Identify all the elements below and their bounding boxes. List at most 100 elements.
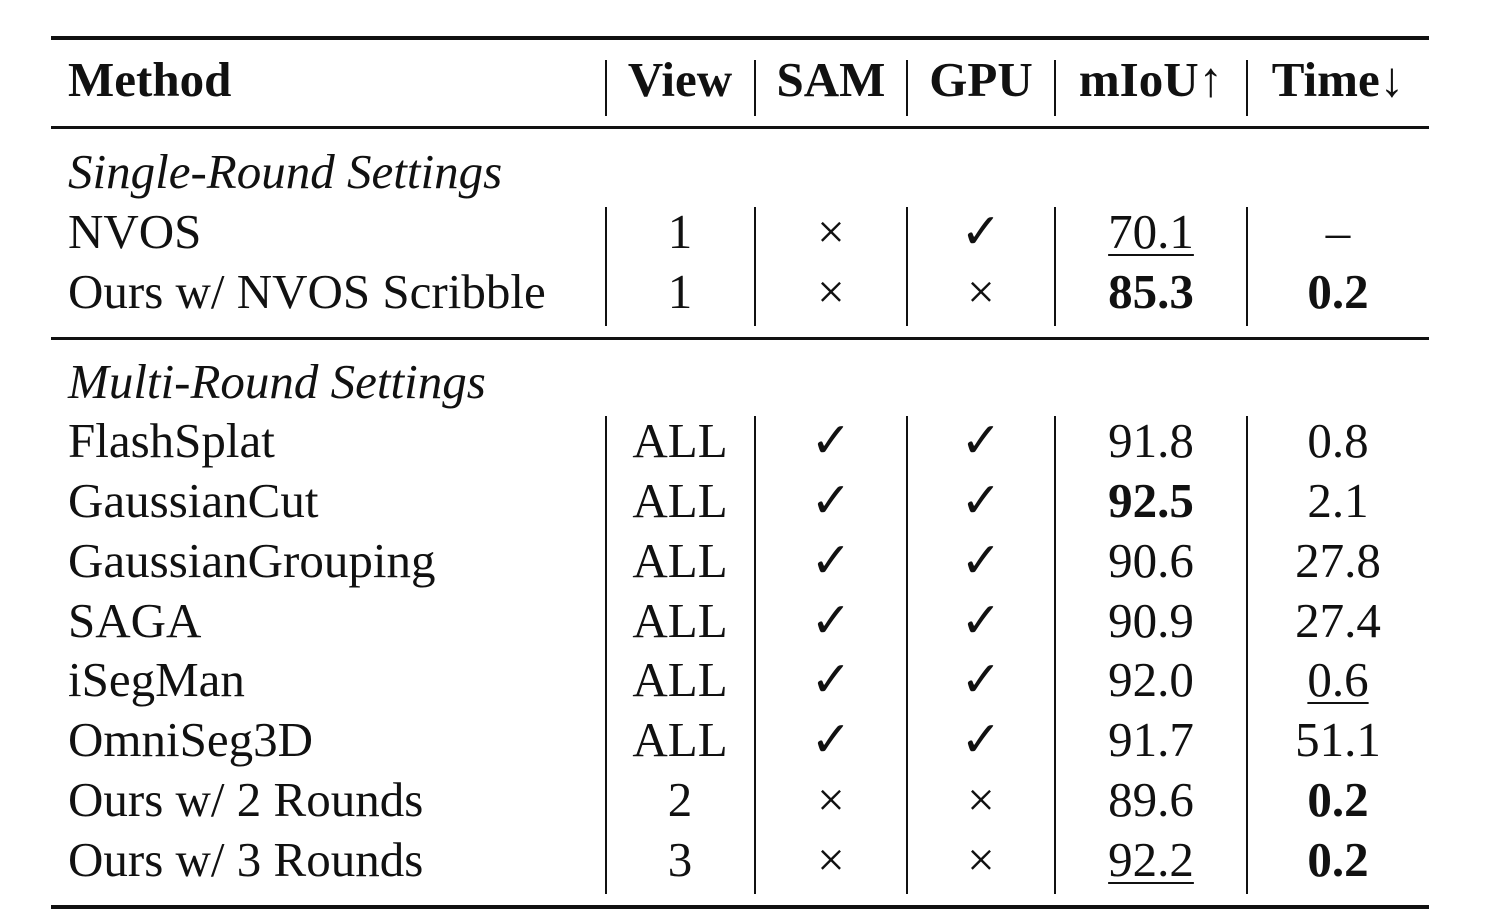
- miou-value: 91.8: [1108, 413, 1194, 468]
- view-value: ALL: [632, 533, 728, 588]
- miou-value: 85.3: [1108, 264, 1194, 319]
- section-divider-rule: [51, 337, 1429, 340]
- method-name: FlashSplat: [68, 413, 275, 468]
- single-round-separator-view: [605, 207, 607, 326]
- multi-round-separator-view: [605, 416, 607, 894]
- single-round-separator-sam: [754, 207, 756, 326]
- gpu-mark: ✓: [960, 593, 1002, 648]
- sam-mark: ✓: [810, 593, 852, 648]
- header-separator-miou: [1054, 60, 1056, 116]
- table-row: GaussianCut ALL ✓ ✓ 92.5 2.1: [0, 471, 1500, 531]
- method-name: Ours w/ NVOS Scribble: [68, 264, 546, 319]
- table-row: Ours w/ 3 Rounds 3 × × 92.2 0.2: [0, 830, 1500, 890]
- multi-round-separator-gpu: [906, 416, 908, 894]
- miou-value: 92.2: [1108, 832, 1194, 887]
- gpu-mark: ✓: [960, 473, 1002, 528]
- header-separator-time: [1246, 60, 1248, 116]
- method-name: NVOS: [68, 204, 202, 259]
- header-miou: mIoU↑: [1078, 52, 1224, 107]
- view-value: ALL: [632, 473, 728, 528]
- view-value: 1: [667, 204, 693, 259]
- time-value: –: [1325, 204, 1351, 259]
- header-time: Time↓: [1271, 52, 1405, 107]
- table-row: iSegMan ALL ✓ ✓ 92.0 0.6: [0, 650, 1500, 710]
- view-value: ALL: [632, 413, 728, 468]
- header-method: Method: [68, 52, 232, 107]
- method-name: Ours w/ 3 Rounds: [68, 832, 424, 887]
- method-name: GaussianCut: [68, 473, 319, 528]
- time-value: 0.8: [1307, 413, 1369, 468]
- miou-value: 89.6: [1108, 772, 1194, 827]
- table-bottom-rule: [51, 905, 1429, 909]
- time-value: 0.2: [1307, 832, 1369, 887]
- time-value: 2.1: [1307, 473, 1369, 528]
- table-row: FlashSplat ALL ✓ ✓ 91.8 0.8: [0, 411, 1500, 471]
- time-value: 51.1: [1295, 712, 1381, 767]
- view-value: ALL: [632, 712, 728, 767]
- sam-mark: ✓: [810, 413, 852, 468]
- gpu-mark: ✓: [960, 413, 1002, 468]
- time-value: 27.4: [1295, 593, 1381, 648]
- sam-mark: ✓: [810, 533, 852, 588]
- header-separator-sam: [754, 60, 756, 116]
- view-value: 1: [667, 264, 693, 319]
- view-value: 2: [667, 772, 693, 827]
- time-value: 0.2: [1307, 772, 1369, 827]
- miou-value: 70.1: [1108, 204, 1194, 259]
- gpu-mark: ✓: [960, 652, 1002, 707]
- table-row: NVOS 1 × ✓ 70.1 –: [0, 202, 1500, 262]
- table-top-rule: [51, 36, 1429, 40]
- table-row: GaussianGrouping ALL ✓ ✓ 90.6 27.8: [0, 531, 1500, 591]
- time-value: 0.6: [1307, 652, 1369, 707]
- miou-value: 92.0: [1108, 652, 1194, 707]
- sam-mark: ✓: [810, 712, 852, 767]
- sam-mark: ×: [817, 832, 845, 887]
- multi-round-separator-time: [1246, 416, 1248, 894]
- section-title: Single-Round Settings: [68, 144, 503, 199]
- sam-mark: ×: [817, 204, 845, 259]
- header-bottom-rule: [51, 126, 1429, 129]
- method-name: SAGA: [68, 593, 202, 648]
- table-row: SAGA ALL ✓ ✓ 90.9 27.4: [0, 591, 1500, 651]
- header-separator-view: [605, 60, 607, 116]
- method-name: OmniSeg3D: [68, 712, 313, 767]
- gpu-mark: ×: [967, 264, 995, 319]
- view-value: ALL: [632, 593, 728, 648]
- table-row: OmniSeg3D ALL ✓ ✓ 91.7 51.1: [0, 710, 1500, 770]
- view-value: 3: [667, 832, 693, 887]
- multi-round-separator-miou: [1054, 416, 1056, 894]
- header-separator-gpu: [906, 60, 908, 116]
- time-value: 27.8: [1295, 533, 1381, 588]
- method-name: Ours w/ 2 Rounds: [68, 772, 424, 827]
- gpu-mark: ✓: [960, 204, 1002, 259]
- miou-value: 90.9: [1108, 593, 1194, 648]
- table-row: Ours w/ 2 Rounds 2 × × 89.6 0.2: [0, 770, 1500, 830]
- header-view: View: [627, 52, 733, 107]
- section-title-row: Multi-Round Settings: [0, 352, 1500, 412]
- table-header-row: Method View SAM GPU mIoU↑ Time↓: [0, 50, 1500, 110]
- header-gpu: GPU: [929, 52, 1033, 107]
- table-row: Ours w/ NVOS Scribble 1 × × 85.3 0.2: [0, 262, 1500, 322]
- gpu-mark: ×: [967, 832, 995, 887]
- gpu-mark: ✓: [960, 533, 1002, 588]
- sam-mark: ✓: [810, 473, 852, 528]
- header-sam: SAM: [776, 52, 886, 107]
- single-round-separator-miou: [1054, 207, 1056, 326]
- method-name: GaussianGrouping: [68, 533, 436, 588]
- single-round-separator-gpu: [906, 207, 908, 326]
- method-name: iSegMan: [68, 652, 245, 707]
- section-title: Multi-Round Settings: [68, 354, 486, 409]
- sam-mark: ×: [817, 772, 845, 827]
- view-value: ALL: [632, 652, 728, 707]
- multi-round-separator-sam: [754, 416, 756, 894]
- single-round-separator-time: [1246, 207, 1248, 326]
- gpu-mark: ×: [967, 772, 995, 827]
- sam-mark: ✓: [810, 652, 852, 707]
- section-title-row: Single-Round Settings: [0, 142, 1500, 202]
- gpu-mark: ✓: [960, 712, 1002, 767]
- miou-value: 92.5: [1108, 473, 1194, 528]
- miou-value: 90.6: [1108, 533, 1194, 588]
- time-value: 0.2: [1307, 264, 1369, 319]
- sam-mark: ×: [817, 264, 845, 319]
